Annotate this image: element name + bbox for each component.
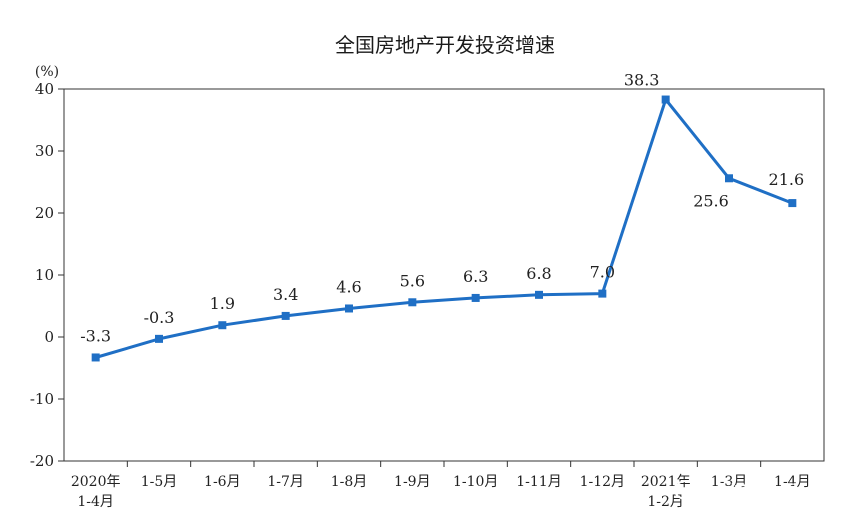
x-tick-label: 1-6月 <box>204 474 241 490</box>
x-tick-label: 1-2月 <box>647 494 684 510</box>
x-tick-label: 1-11月 <box>516 474 561 490</box>
watermark-text: 山城业主网 <box>712 482 797 502</box>
data-label: 4.6 <box>336 277 361 296</box>
watermark: 山城业主网 <box>674 480 797 504</box>
x-tick-label: 1-3月 <box>711 474 748 490</box>
x-tick-label: 1-4月 <box>774 474 811 490</box>
data-point <box>535 290 543 299</box>
chart-title: 全国房地产开发投资增速 <box>335 33 555 57</box>
x-tick-label: 2021年 <box>641 474 691 490</box>
x-axis-ticks: 2020年 1-4月 1-5月 1-6月 1-7月 1-8月 1-9月 1-10月 1-11月 1… <box>71 461 811 510</box>
x-tick-label: 1-12月 <box>580 474 625 490</box>
plot-frame <box>63 88 825 462</box>
data-point <box>661 95 670 104</box>
y-tick-label: 40 <box>35 80 54 98</box>
y-tick-label: 0 <box>44 328 54 346</box>
y-tick-label: 30 <box>35 142 54 160</box>
data-labels: -3.3 -0.3 1.9 3.4 4.6 5.6 6.3 6.8 7.0 38.3 25.6 21.… <box>80 71 804 346</box>
data-point <box>471 293 480 302</box>
data-point <box>598 289 607 298</box>
data-point <box>345 304 353 313</box>
y-tick-label: 20 <box>35 204 54 222</box>
data-points <box>91 95 797 362</box>
data-point <box>155 334 163 343</box>
y-axis-ticks: 40 30 20 10 0 -10 -20 <box>30 80 64 470</box>
x-tick-label: 1-8月 <box>331 474 368 490</box>
x-tick-label: 1-5月 <box>141 474 178 490</box>
x-tick-label: 2020年 <box>71 474 121 490</box>
data-point <box>408 298 417 307</box>
data-point <box>91 353 100 362</box>
data-label: 6.3 <box>463 267 488 286</box>
series-line <box>95 98 793 359</box>
data-label: 25.6 <box>693 191 729 210</box>
y-tick-label: -20 <box>30 452 54 470</box>
data-label: 7.0 <box>590 263 615 282</box>
y-axis-unit: (%) <box>35 64 59 80</box>
data-point <box>788 199 797 208</box>
data-point <box>281 311 290 320</box>
data-label: 6.8 <box>526 264 551 283</box>
wechat-icon <box>674 480 708 504</box>
data-label: -3.3 <box>80 326 111 345</box>
x-tick-label: 1-10月 <box>453 474 498 490</box>
y-tick-label: -10 <box>30 390 54 408</box>
x-tick-label: 1-4月 <box>77 494 114 510</box>
data-label: -0.3 <box>144 308 175 327</box>
data-label: 21.6 <box>769 170 805 189</box>
data-label: 38.3 <box>624 71 660 90</box>
x-tick-label: 1-7月 <box>267 474 304 490</box>
data-point <box>218 321 227 330</box>
data-point <box>725 174 733 183</box>
data-label: 5.6 <box>400 271 425 290</box>
data-label: 3.4 <box>273 285 298 304</box>
x-tick-label: 1-9月 <box>394 474 431 490</box>
data-label: 1.9 <box>210 294 235 313</box>
y-tick-label: 10 <box>35 266 54 284</box>
